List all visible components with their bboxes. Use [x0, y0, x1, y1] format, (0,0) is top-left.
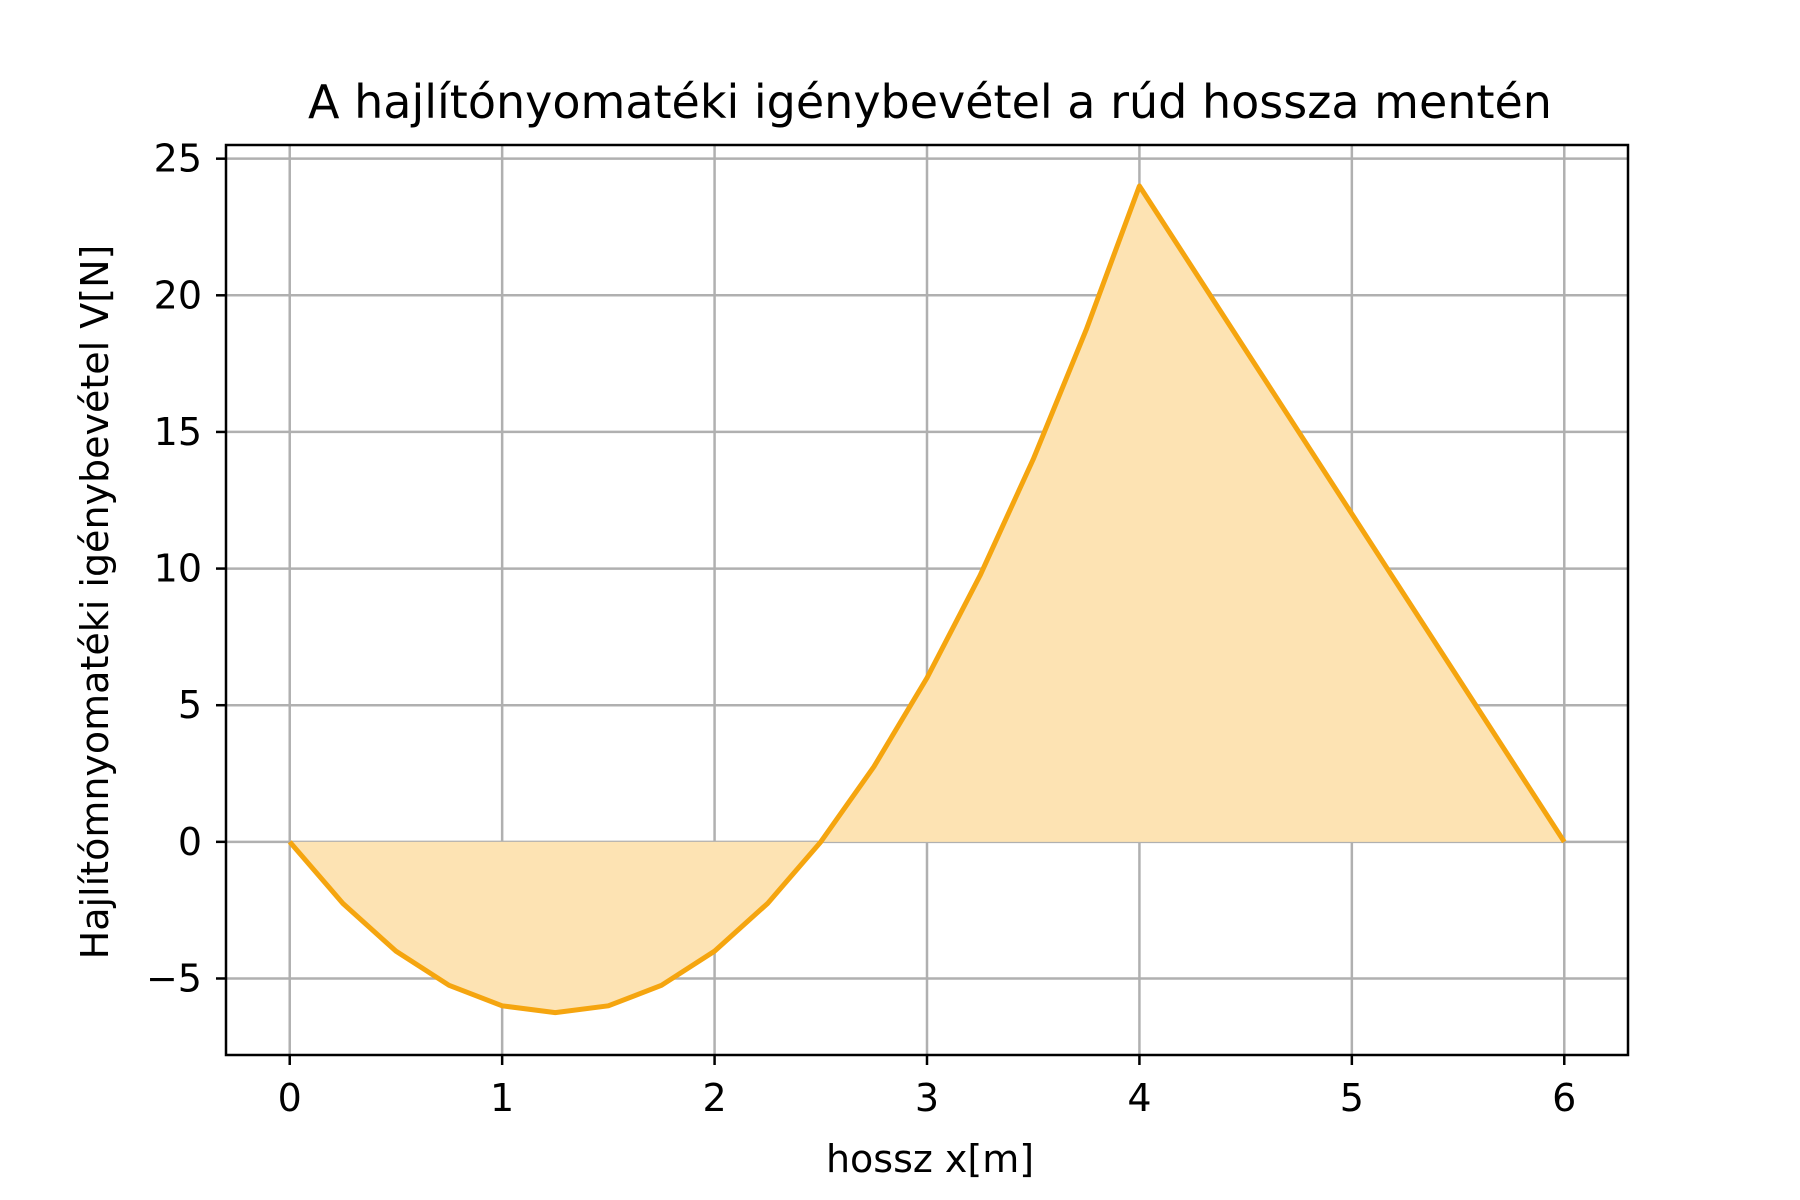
x-tick-label: 6 [1552, 1076, 1576, 1120]
y-tick-label: 25 [154, 137, 202, 181]
series-line [287, 183, 1567, 1016]
area-layer [287, 183, 1567, 1016]
y-tick-label: 20 [154, 273, 202, 317]
y-tick-label: 0 [178, 820, 202, 864]
y-tick-label: 15 [154, 410, 202, 454]
y-tick-label: 5 [178, 683, 202, 727]
series-fill [289, 185, 1565, 1013]
x-tick-label: 3 [915, 1076, 939, 1120]
x-tick-label: 5 [1340, 1076, 1364, 1120]
x-tick-label: 1 [490, 1076, 514, 1120]
chart-title: A hajlítónyomatéki igénybevétel a rúd ho… [308, 75, 1552, 129]
ticks: 0 1 2 3 4 5 6 −5 0 5 10 15 20 25 [146, 137, 1576, 1120]
y-tick-label: −5 [146, 956, 202, 1000]
x-tick-label: 4 [1127, 1076, 1151, 1120]
x-axis-label: hossz x[m] [826, 1137, 1034, 1181]
x-tick-label: 2 [702, 1076, 726, 1120]
x-tick-label: 0 [278, 1076, 302, 1120]
y-axis-label: Hajlítómnyomatéki igénybevétel V[N] [73, 245, 117, 960]
y-tick-label: 10 [154, 547, 202, 591]
